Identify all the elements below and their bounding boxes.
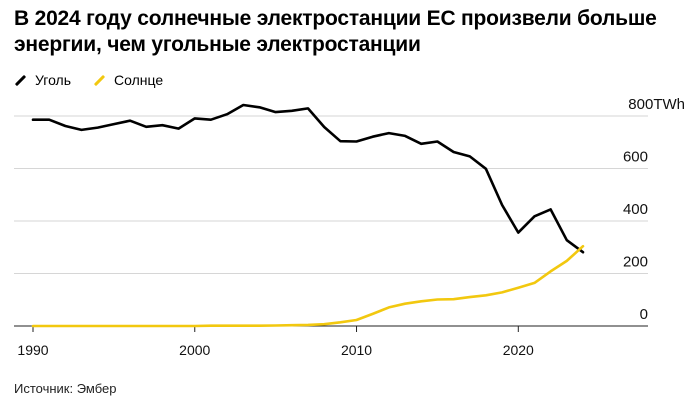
legend-label-coal: Уголь	[35, 72, 72, 88]
y-tick-label-400: 400	[623, 201, 648, 218]
chart-title: В 2024 году солнечные электростанции ЕС …	[14, 7, 657, 56]
coal-line	[31, 103, 585, 254]
y-tick-label-600: 600	[623, 149, 648, 166]
source-note: Источник: Эмбер	[14, 381, 117, 396]
solar-line	[31, 244, 585, 328]
x-tick-label-2020: 2020	[503, 342, 534, 358]
legend-item-solar: Солнце	[93, 70, 163, 90]
y-tick-label-200: 200	[623, 254, 648, 271]
x-tick-label-2000: 2000	[179, 342, 210, 358]
y-tick-label-0: 0	[640, 306, 648, 323]
legend: Уголь Солнце	[14, 70, 163, 90]
legend-label-solar: Солнце	[114, 72, 164, 88]
x-tick-label-1990: 1990	[17, 342, 48, 358]
y-tick-label-800: 800TWh	[628, 96, 685, 113]
legend-item-coal: Уголь	[14, 70, 71, 90]
x-tick-label-2010: 2010	[341, 342, 372, 358]
